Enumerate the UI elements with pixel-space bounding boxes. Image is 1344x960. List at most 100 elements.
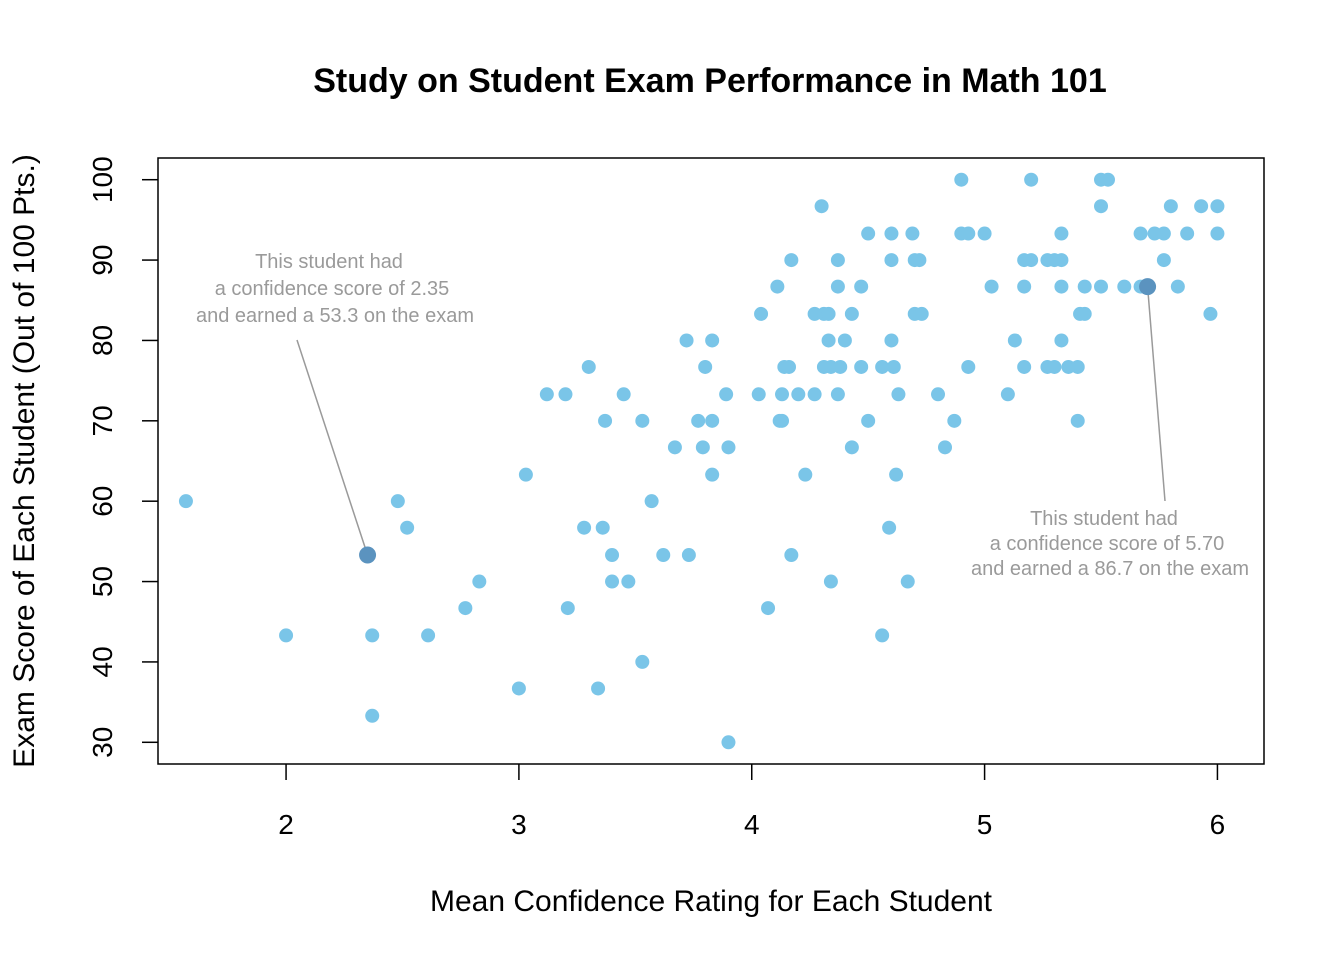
data-point [721, 735, 736, 750]
data-point [605, 548, 620, 563]
data-point [833, 359, 848, 374]
y-tick-label: 60 [87, 486, 118, 517]
data-point [947, 413, 962, 428]
data-point [644, 494, 659, 509]
data-point [754, 306, 769, 321]
data-point [605, 574, 620, 589]
data-point [798, 467, 813, 482]
data-point [1007, 333, 1022, 348]
data-point [178, 494, 193, 509]
y-tick-label: 100 [87, 156, 118, 203]
data-point [1156, 253, 1171, 268]
y-tick-label: 30 [87, 727, 118, 758]
y-tick-label: 50 [87, 566, 118, 597]
data-point [837, 333, 852, 348]
annotation-left-line-1: This student had [255, 251, 403, 273]
data-point [560, 601, 575, 616]
data-point [861, 226, 876, 241]
data-point [784, 253, 799, 268]
data-point [621, 574, 636, 589]
chart-title: Study on Student Exam Performance in Mat… [313, 62, 1107, 100]
y-tick-label: 40 [87, 646, 118, 677]
data-point [861, 413, 876, 428]
data-point [954, 172, 969, 187]
data-point [891, 387, 906, 402]
annotation-left: This student had a confidence score of 2… [196, 251, 474, 327]
data-point [1170, 279, 1185, 294]
data-point [1163, 199, 1178, 214]
data-point [458, 601, 473, 616]
annotation-leader-line [1146, 286, 1166, 502]
data-point [775, 413, 790, 428]
data-point [1194, 199, 1209, 214]
data-point [400, 520, 415, 535]
x-tick-label: 3 [511, 809, 527, 840]
data-point [558, 387, 573, 402]
data-point [1156, 226, 1171, 241]
x-tick-label: 6 [1210, 809, 1226, 840]
data-point [1094, 199, 1109, 214]
data-point [1180, 226, 1195, 241]
data-point [807, 387, 822, 402]
data-point [656, 548, 671, 563]
data-point [691, 413, 706, 428]
data-point [279, 628, 294, 643]
data-point [705, 333, 720, 348]
data-point [705, 413, 720, 428]
data-point [539, 387, 554, 402]
data-point [1054, 333, 1069, 348]
data-point [1210, 226, 1225, 241]
data-point [390, 494, 405, 509]
data-point [679, 333, 694, 348]
data-point [1133, 226, 1148, 241]
data-point [875, 359, 890, 374]
data-point [1070, 413, 1085, 428]
data-point [1203, 306, 1218, 321]
data-point [1047, 359, 1062, 374]
data-point [365, 708, 380, 723]
data-point [635, 413, 650, 428]
data-point [1100, 172, 1115, 187]
data-point [1077, 279, 1092, 294]
data-point [511, 681, 526, 696]
data-point [821, 333, 836, 348]
data-point [1054, 253, 1069, 268]
data-point [782, 359, 797, 374]
data-point [365, 628, 380, 643]
data-point [1094, 279, 1109, 294]
data-point [854, 359, 869, 374]
data-point [900, 574, 915, 589]
data-point [875, 628, 890, 643]
data-point [577, 520, 592, 535]
data-point [695, 440, 710, 455]
data-point [719, 387, 734, 402]
data-point [1017, 359, 1032, 374]
data-point [705, 467, 720, 482]
data-points [178, 172, 1225, 750]
data-point [770, 279, 785, 294]
data-point [472, 574, 487, 589]
data-point [591, 681, 606, 696]
data-point [912, 253, 927, 268]
data-point [751, 387, 766, 402]
data-point [1070, 359, 1085, 374]
x-axis-label: Mean Confidence Rating for Each Student [430, 885, 993, 918]
data-point [1210, 199, 1225, 214]
annotation-leaders [296, 286, 1166, 556]
data-point [761, 601, 776, 616]
y-axis-label: Exam Score of Each Student (Out of 100 P… [8, 154, 41, 768]
data-point [931, 387, 946, 402]
data-point [1117, 279, 1132, 294]
data-point [977, 226, 992, 241]
data-point [884, 333, 899, 348]
data-point [421, 628, 436, 643]
data-point [914, 306, 929, 321]
annotation-leader-line [296, 339, 369, 556]
data-point [581, 359, 596, 374]
plot-area-frame [157, 157, 1265, 765]
data-point [598, 413, 613, 428]
data-point [1024, 172, 1039, 187]
data-point [884, 253, 899, 268]
data-point [823, 574, 838, 589]
